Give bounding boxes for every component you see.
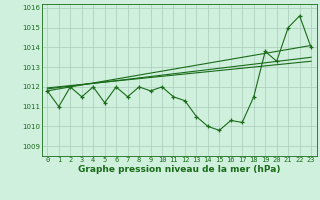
X-axis label: Graphe pression niveau de la mer (hPa): Graphe pression niveau de la mer (hPa) — [78, 165, 280, 174]
